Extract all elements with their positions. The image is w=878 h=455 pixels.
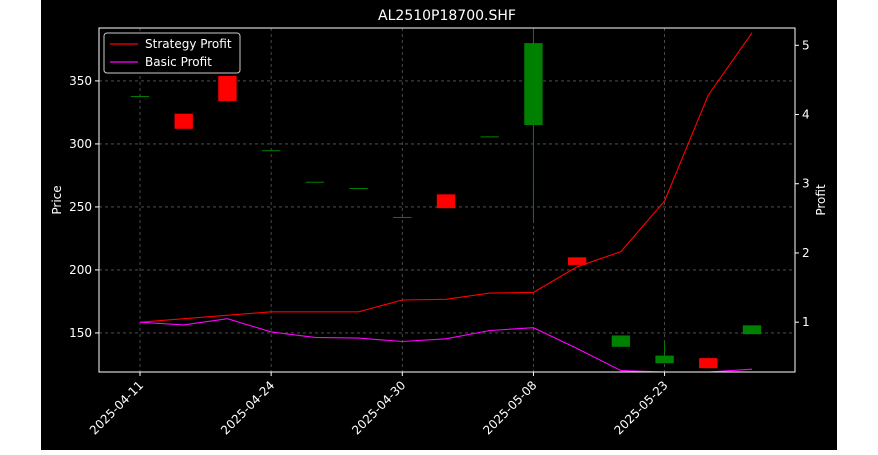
y-left-tick-label-4: 350 [69, 74, 92, 88]
chart-title: AL2510P18700.SHF [378, 8, 516, 24]
y-axis-right-ticks: 1 2 3 4 5 [795, 38, 810, 329]
legend-label-basic-profit: Basic Profit [145, 55, 212, 69]
candle-body-8 [480, 136, 499, 138]
candle-body-14 [742, 325, 762, 335]
candle-body-10 [567, 257, 587, 265]
y-left-tick-label-3: 300 [69, 137, 92, 151]
y-right-tick-label-4: 5 [802, 38, 810, 52]
y-axis-left-ticks: 150 200 250 300 350 [69, 74, 99, 340]
candle-body-6 [393, 217, 412, 219]
candles [130, 29, 762, 369]
y-axis-left-label: Price [50, 185, 64, 214]
legend: Strategy Profit Basic Profit [103, 32, 241, 74]
candle-body-2 [218, 75, 237, 102]
y-left-tick-label-1: 200 [69, 263, 92, 277]
y-right-tick-label-0: 1 [802, 315, 810, 329]
candle-body-7 [436, 194, 456, 209]
candle-body-4 [305, 181, 325, 183]
candle-body-12 [655, 355, 674, 364]
y-left-tick-label-2: 250 [69, 200, 92, 214]
plot-frame [98, 27, 796, 373]
candle-body-3 [261, 150, 281, 152]
candle-body-0 [130, 96, 150, 98]
legend-label-strategy-profit: Strategy Profit [145, 37, 232, 51]
y-right-tick-label-2: 3 [802, 177, 810, 191]
y-left-tick-label-0: 150 [69, 326, 92, 340]
figure-background [41, 0, 837, 450]
candle-body-1 [174, 113, 193, 129]
legend-box [103, 32, 241, 74]
grid-lines [99, 28, 795, 372]
series-line-0 [139, 32, 753, 323]
candle-body-13 [699, 358, 718, 369]
y-axis-right-label: Profit [814, 184, 828, 216]
candle-body-9 [524, 43, 543, 126]
candle-body-11 [611, 335, 631, 347]
y-right-tick-label-3: 4 [802, 108, 810, 122]
candle-body-5 [349, 188, 368, 190]
y-right-tick-label-1: 2 [802, 246, 810, 260]
